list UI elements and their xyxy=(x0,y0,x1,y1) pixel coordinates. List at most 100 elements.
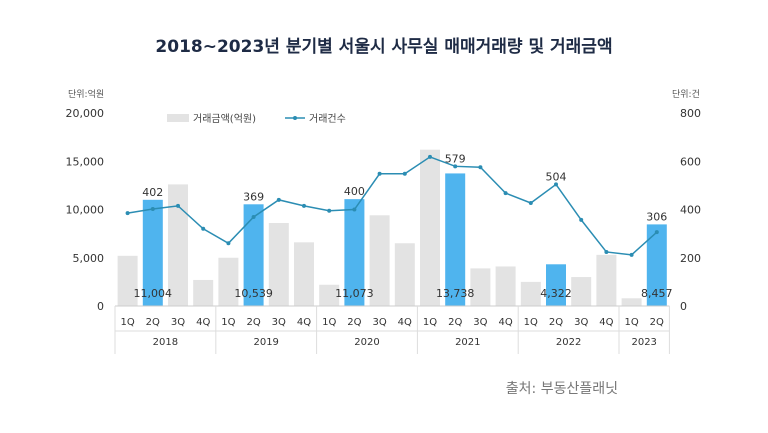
bar xyxy=(218,257,239,306)
left-tick-label: 5,000 xyxy=(73,252,105,265)
line-point xyxy=(604,249,609,254)
quarter-label: 1Q xyxy=(322,317,336,328)
line-point xyxy=(176,203,180,208)
line-point xyxy=(428,154,432,159)
year-label: 2021 xyxy=(455,337,480,348)
year-label: 2022 xyxy=(556,337,581,348)
bar xyxy=(117,255,138,306)
bar xyxy=(571,277,592,306)
quarter-label: 3Q xyxy=(574,317,588,328)
quarter-label: 2Q xyxy=(347,317,361,328)
bar-value-label: 10,539 xyxy=(234,287,273,300)
line-point xyxy=(125,211,130,216)
bar-value-label: 8,457 xyxy=(641,287,673,300)
line-point xyxy=(276,197,281,202)
year-label: 2019 xyxy=(253,337,278,348)
line-point xyxy=(352,207,357,212)
quarter-label: 1Q xyxy=(524,317,538,328)
bar xyxy=(420,149,440,306)
bar xyxy=(344,199,365,306)
left-axis-unit: 단위:억원 xyxy=(68,88,104,100)
bar xyxy=(470,268,491,306)
left-tick-label: 10,000 xyxy=(66,204,105,217)
quarter-label: 1Q xyxy=(120,317,134,328)
bar xyxy=(394,243,415,306)
bar-value-label: 13,738 xyxy=(436,287,475,300)
bar xyxy=(520,281,541,306)
count-line xyxy=(127,156,658,256)
quarter-label: 2Q xyxy=(448,317,462,328)
quarter-label: 1Q xyxy=(624,317,638,328)
line-point xyxy=(654,230,659,235)
bar xyxy=(445,173,466,306)
left-tick-label: 20,000 xyxy=(66,107,105,120)
right-tick-label: 400 xyxy=(680,204,701,217)
legend-line-label: 거래건수 xyxy=(309,113,346,125)
quarter-label: 2Q xyxy=(146,317,160,328)
quarter-label: 3Q xyxy=(473,317,487,328)
bar xyxy=(546,264,566,306)
left-tick-label: 15,000 xyxy=(66,155,105,168)
chart-title: 2018~2023년 분기별 서울시 사무실 매매거래량 및 거래금액 xyxy=(155,37,613,57)
bar xyxy=(646,224,667,306)
quarter-label: 2Q xyxy=(549,317,563,328)
line-point xyxy=(629,252,634,257)
right-tick-label: 800 xyxy=(680,107,701,120)
left-tick-label: 0 xyxy=(97,300,104,313)
legend-bar-label: 거래금액(억원) xyxy=(193,113,256,125)
line-value-label: 369 xyxy=(243,190,264,203)
bar xyxy=(495,266,516,306)
line-point xyxy=(478,165,483,170)
bar xyxy=(621,298,642,306)
bar xyxy=(142,199,163,306)
quarter-label: 1Q xyxy=(221,317,235,328)
quarter-label: 3Q xyxy=(171,317,185,328)
bar xyxy=(596,254,617,306)
line-point xyxy=(579,217,584,222)
bar xyxy=(268,223,289,306)
line-point xyxy=(554,182,558,187)
bar xyxy=(294,242,314,306)
quarter-label: 1Q xyxy=(423,317,437,328)
quarter-label: 2Q xyxy=(650,317,664,328)
bar xyxy=(369,215,390,306)
right-axis-unit: 단위:건 xyxy=(672,89,700,100)
quarter-label: 3Q xyxy=(272,317,286,328)
line-point xyxy=(327,208,332,213)
line-point xyxy=(201,226,206,231)
line-value-label: 306 xyxy=(646,210,667,223)
line-point xyxy=(503,191,508,196)
quarter-label: 4Q xyxy=(498,317,512,328)
line-point xyxy=(528,200,533,205)
quarter-label: 4Q xyxy=(297,317,311,328)
bar-value-label: 11,004 xyxy=(134,287,173,300)
line-value-label: 504 xyxy=(546,170,567,183)
bar xyxy=(243,204,264,306)
line-point xyxy=(402,171,407,176)
line-point xyxy=(377,171,382,176)
line-value-label: 402 xyxy=(142,186,163,199)
quarter-label: 3Q xyxy=(372,317,386,328)
line-point xyxy=(150,207,155,212)
right-tick-label: 0 xyxy=(680,300,687,313)
line-point xyxy=(453,164,458,169)
legend-bar-swatch xyxy=(167,114,189,122)
line-point xyxy=(226,241,231,246)
line-point xyxy=(251,214,256,219)
year-label: 2020 xyxy=(354,337,379,348)
right-tick-label: 200 xyxy=(680,252,701,265)
year-label: 2023 xyxy=(631,337,656,348)
quarter-label: 2Q xyxy=(246,317,260,328)
line-value-label: 579 xyxy=(445,152,466,165)
quarter-label: 4Q xyxy=(398,317,412,328)
quarter-label: 4Q xyxy=(599,317,613,328)
bar-value-label: 11,073 xyxy=(335,287,374,300)
right-tick-label: 600 xyxy=(680,155,701,168)
bar xyxy=(168,184,188,306)
source-note: 출처: 부동산플래닛 xyxy=(505,381,618,397)
line-point xyxy=(302,203,306,208)
quarter-label: 4Q xyxy=(196,317,210,328)
year-label: 2018 xyxy=(153,337,178,348)
